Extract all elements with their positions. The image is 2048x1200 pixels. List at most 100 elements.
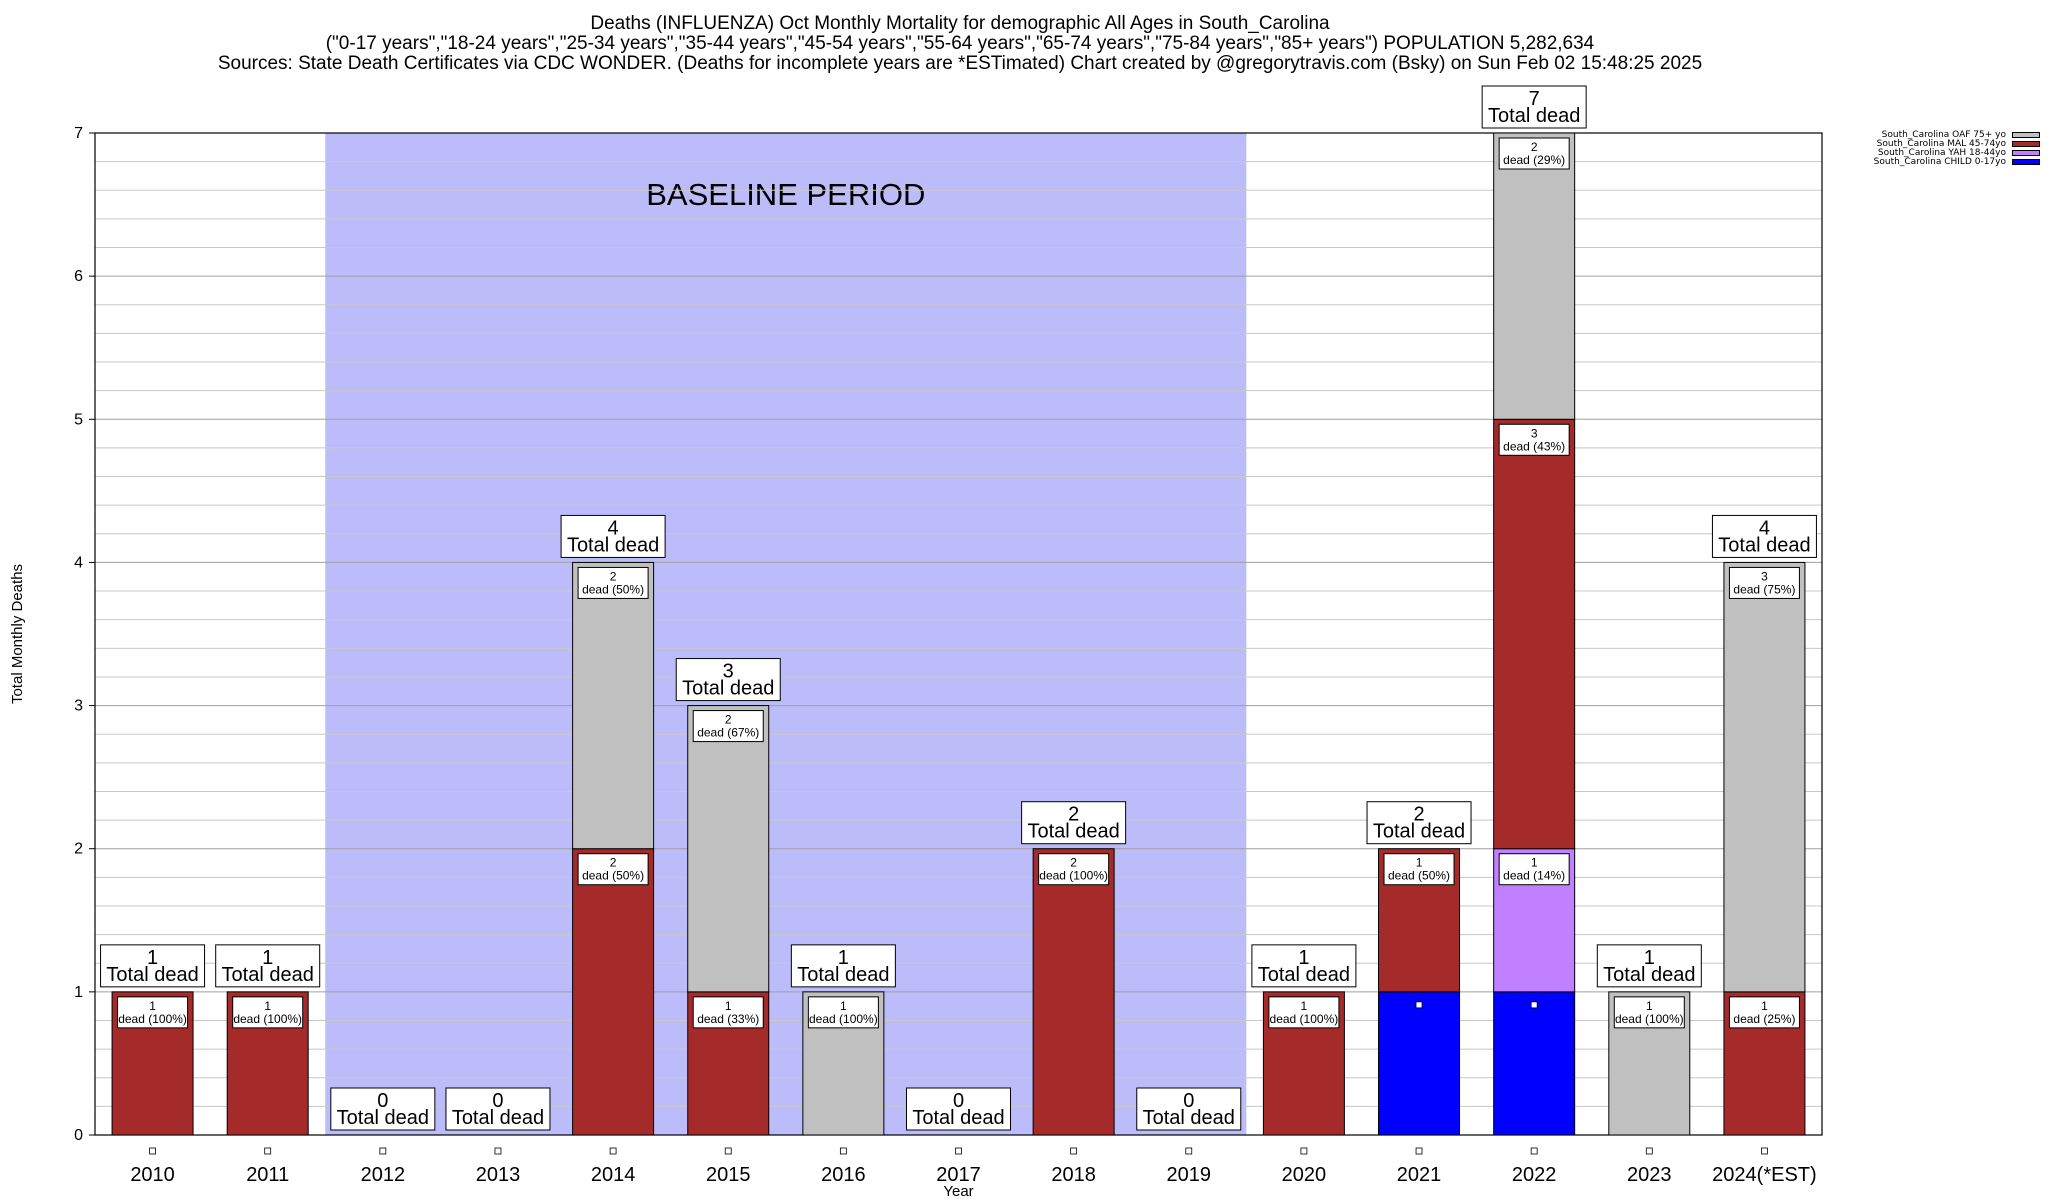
total-value-label: 0 xyxy=(377,1090,388,1112)
y-tick-label: 6 xyxy=(74,268,83,285)
total-value-label: 3 xyxy=(723,661,734,683)
y-tick-label: 2 xyxy=(74,841,83,858)
x-tick-marker xyxy=(1415,1147,1423,1155)
segment-label-box xyxy=(577,566,649,599)
segment-count-label: 1 xyxy=(149,999,156,1013)
x-tick-marker xyxy=(839,1147,847,1155)
segment-count-label: 3 xyxy=(1531,426,1538,440)
bar-segment xyxy=(1378,991,1461,1136)
total-dead-label: Total dead xyxy=(1718,534,1810,556)
segment-pct-label: dead (100%) xyxy=(1039,869,1108,883)
segment-label-box xyxy=(1038,853,1110,886)
segment-pct-label: dead (33%) xyxy=(697,1012,759,1026)
x-tick-label: 2022 xyxy=(1512,1164,1557,1186)
x-tick-marker xyxy=(1185,1147,1193,1155)
x-axis-label: Year xyxy=(943,1183,973,1200)
x-tick-label: 2020 xyxy=(1282,1164,1327,1186)
plot-frame xyxy=(94,132,1823,1136)
segment-count-label: 2 xyxy=(1531,140,1538,154)
segment-count-label: 2 xyxy=(725,713,732,727)
total-value-label: 0 xyxy=(953,1090,964,1112)
x-tick-label: 2019 xyxy=(1167,1164,1212,1186)
x-tick-label: 2013 xyxy=(476,1164,521,1186)
legend-label: South_Carolina OAF 75+ yo xyxy=(1881,129,2006,140)
y-tick-label: 7 xyxy=(74,125,83,142)
bar-segment xyxy=(1493,418,1576,850)
segment-pct-label: dead (50%) xyxy=(1388,869,1450,883)
segment-pct-label: dead (100%) xyxy=(1270,1012,1339,1026)
segment-marker xyxy=(1530,1001,1538,1009)
legend-label: South_Carolina CHILD 0-17yo xyxy=(1873,156,2006,167)
total-dead-label: Total dead xyxy=(1258,964,1350,986)
chart-subtitle-sources: Sources: State Death Certificates via CD… xyxy=(217,53,1703,74)
total-value-label: 0 xyxy=(492,1090,503,1112)
legend-swatch xyxy=(2012,149,2040,156)
x-tick-marker xyxy=(955,1147,962,1155)
x-tick-label: 2012 xyxy=(361,1164,406,1186)
segment-count-label: 1 xyxy=(1416,856,1423,870)
total-label-box xyxy=(1366,801,1472,845)
x-tick-marker xyxy=(609,1147,617,1155)
bar-segment xyxy=(572,561,655,850)
segment-pct-label: dead (25%) xyxy=(1733,1012,1795,1026)
chart-legend: South_Carolina OAF 75+ yo South_Carolina … xyxy=(1800,129,2040,167)
total-value-label: 1 xyxy=(1298,947,1309,969)
x-tick-marker xyxy=(1530,1147,1538,1155)
segment-count-label: 2 xyxy=(610,569,617,583)
segment-pct-label: dead (29%) xyxy=(1503,153,1565,167)
segment-pct-label: dead (75%) xyxy=(1733,582,1795,596)
segment-pct-label: dead (14%) xyxy=(1503,869,1565,883)
x-tick-label: 2011 xyxy=(246,1164,289,1186)
segment-label-box xyxy=(807,996,879,1029)
total-label-box xyxy=(100,944,206,988)
segment-pct-label: dead (67%) xyxy=(697,726,759,740)
segment-count-label: 1 xyxy=(1646,999,1653,1013)
y-tick-label: 0 xyxy=(74,1127,83,1144)
segment-label-box xyxy=(692,996,764,1029)
segment-count-label: 2 xyxy=(1070,856,1077,870)
total-value-label: 2 xyxy=(1068,804,1079,826)
total-label-box xyxy=(560,514,666,558)
x-tick-label: 2017 xyxy=(936,1164,981,1186)
total-dead-label: Total dead xyxy=(337,1107,429,1129)
total-label-box xyxy=(675,658,781,702)
segment-label-box xyxy=(232,996,304,1029)
segment-label-box xyxy=(1268,996,1340,1029)
legend-label: South_Carolina YAH 18-44yo xyxy=(1877,147,2006,158)
total-value-label: 7 xyxy=(1529,88,1540,110)
legend-swatch xyxy=(2012,158,2040,165)
bar-segment xyxy=(572,848,655,1136)
total-label-box xyxy=(330,1087,436,1131)
segment-marker xyxy=(1415,1001,1423,1009)
x-tick-marker xyxy=(264,1147,272,1155)
total-value-label: 4 xyxy=(608,517,619,539)
total-value-label: 0 xyxy=(1183,1090,1194,1112)
total-value-label: 1 xyxy=(1644,947,1655,969)
total-label-box xyxy=(1596,944,1702,988)
segment-count-label: 1 xyxy=(1301,999,1308,1013)
segment-count-label: 1 xyxy=(1531,856,1538,870)
total-dead-label: Total dead xyxy=(222,964,314,986)
total-dead-label: Total dead xyxy=(567,534,659,556)
segment-pct-label: dead (50%) xyxy=(582,582,644,596)
legend-entry: South_Carolina MAL 45-74yo xyxy=(1800,139,2040,149)
y-tick-label: 1 xyxy=(74,984,83,1001)
x-tick-label: 2016 xyxy=(821,1164,866,1186)
chart-subtitle-demographics: ("0-17 years","18-24 years","25-34 years… xyxy=(325,33,1595,54)
total-dead-label: Total dead xyxy=(912,1107,1004,1129)
segment-count-label: 1 xyxy=(840,999,847,1013)
y-tick-label: 5 xyxy=(74,411,83,428)
total-dead-label: Total dead xyxy=(1373,821,1465,843)
x-tick-marker xyxy=(494,1147,502,1155)
segment-label-box xyxy=(1498,853,1570,886)
bar-segment xyxy=(1493,132,1576,420)
total-label-box xyxy=(1136,1087,1242,1131)
total-value-label: 2 xyxy=(1413,804,1424,826)
segment-count-label: 2 xyxy=(610,856,617,870)
segment-label-box xyxy=(1728,566,1800,599)
total-dead-label: Total dead xyxy=(452,1107,544,1129)
total-value-label: 1 xyxy=(147,947,158,969)
x-tick-marker xyxy=(1645,1147,1653,1155)
x-tick-label: 2023 xyxy=(1627,1164,1672,1186)
total-value-label: 1 xyxy=(262,947,273,969)
